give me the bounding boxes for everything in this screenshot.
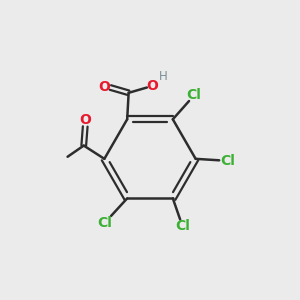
Text: Cl: Cl — [175, 219, 190, 233]
Text: O: O — [98, 80, 110, 94]
Text: O: O — [79, 113, 91, 127]
Text: H: H — [159, 70, 167, 83]
Text: O: O — [146, 79, 158, 93]
Text: Cl: Cl — [220, 154, 236, 168]
Text: Cl: Cl — [97, 215, 112, 230]
Text: Cl: Cl — [186, 88, 201, 102]
